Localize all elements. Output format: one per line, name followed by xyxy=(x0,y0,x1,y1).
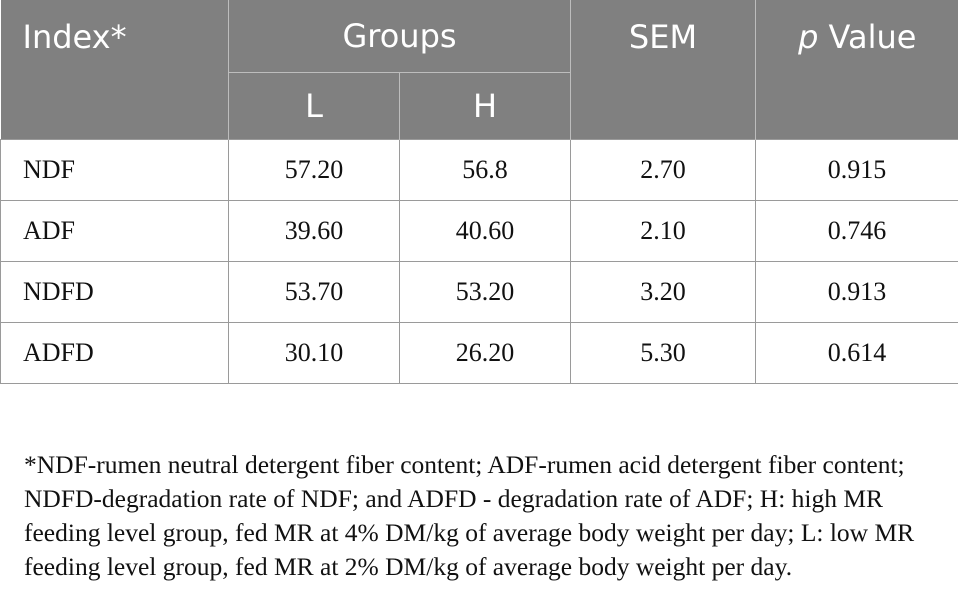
table-row: ADFD 30.10 26.20 5.30 0.614 xyxy=(0,322,958,384)
cell-index: ADFD xyxy=(0,322,229,384)
table-row: ADF 39.60 40.60 2.10 0.746 xyxy=(0,200,958,262)
cell-index: ADF xyxy=(0,200,229,262)
table-header: Index* Groups SEM p Value L H xyxy=(0,0,958,140)
cell-p: 0.614 xyxy=(755,322,958,384)
header-sem: SEM xyxy=(570,0,756,140)
cell-l: 30.10 xyxy=(228,322,400,384)
header-p-value: p Value xyxy=(755,0,958,140)
cell-index: NDF xyxy=(0,139,229,201)
table-footnote: *NDF-rumen neutral detergent fiber conte… xyxy=(24,450,915,581)
cell-l: 39.60 xyxy=(228,200,400,262)
cell-l: 53.70 xyxy=(228,261,400,323)
cell-h: 40.60 xyxy=(399,200,571,262)
header-groups: Groups xyxy=(228,0,571,73)
cell-sem: 2.10 xyxy=(570,200,756,262)
header-group-h: H xyxy=(399,72,571,140)
cell-index: NDFD xyxy=(0,261,229,323)
cell-p: 0.746 xyxy=(755,200,958,262)
table-row: NDF 57.20 56.8 2.70 0.915 xyxy=(0,139,958,201)
header-index: Index* xyxy=(0,0,229,140)
cell-sem: 5.30 xyxy=(570,322,756,384)
header-p-italic: p xyxy=(798,18,819,56)
cell-h: 56.8 xyxy=(399,139,571,201)
table-row: NDFD 53.70 53.20 3.20 0.913 xyxy=(0,261,958,323)
header-p-rest: Value xyxy=(818,18,917,56)
cell-sem: 3.20 xyxy=(570,261,756,323)
cell-p: 0.915 xyxy=(755,139,958,201)
header-group-l: L xyxy=(228,72,400,140)
cell-h: 53.20 xyxy=(399,261,571,323)
table-body: NDF 57.20 56.8 2.70 0.915 ADF 39.60 40.6… xyxy=(0,139,958,384)
cell-h: 26.20 xyxy=(399,322,571,384)
cell-l: 57.20 xyxy=(228,139,400,201)
cell-sem: 2.70 xyxy=(570,139,756,201)
cell-p: 0.913 xyxy=(755,261,958,323)
data-table: Index* Groups SEM p Value L H NDF 57.20 … xyxy=(0,0,958,384)
